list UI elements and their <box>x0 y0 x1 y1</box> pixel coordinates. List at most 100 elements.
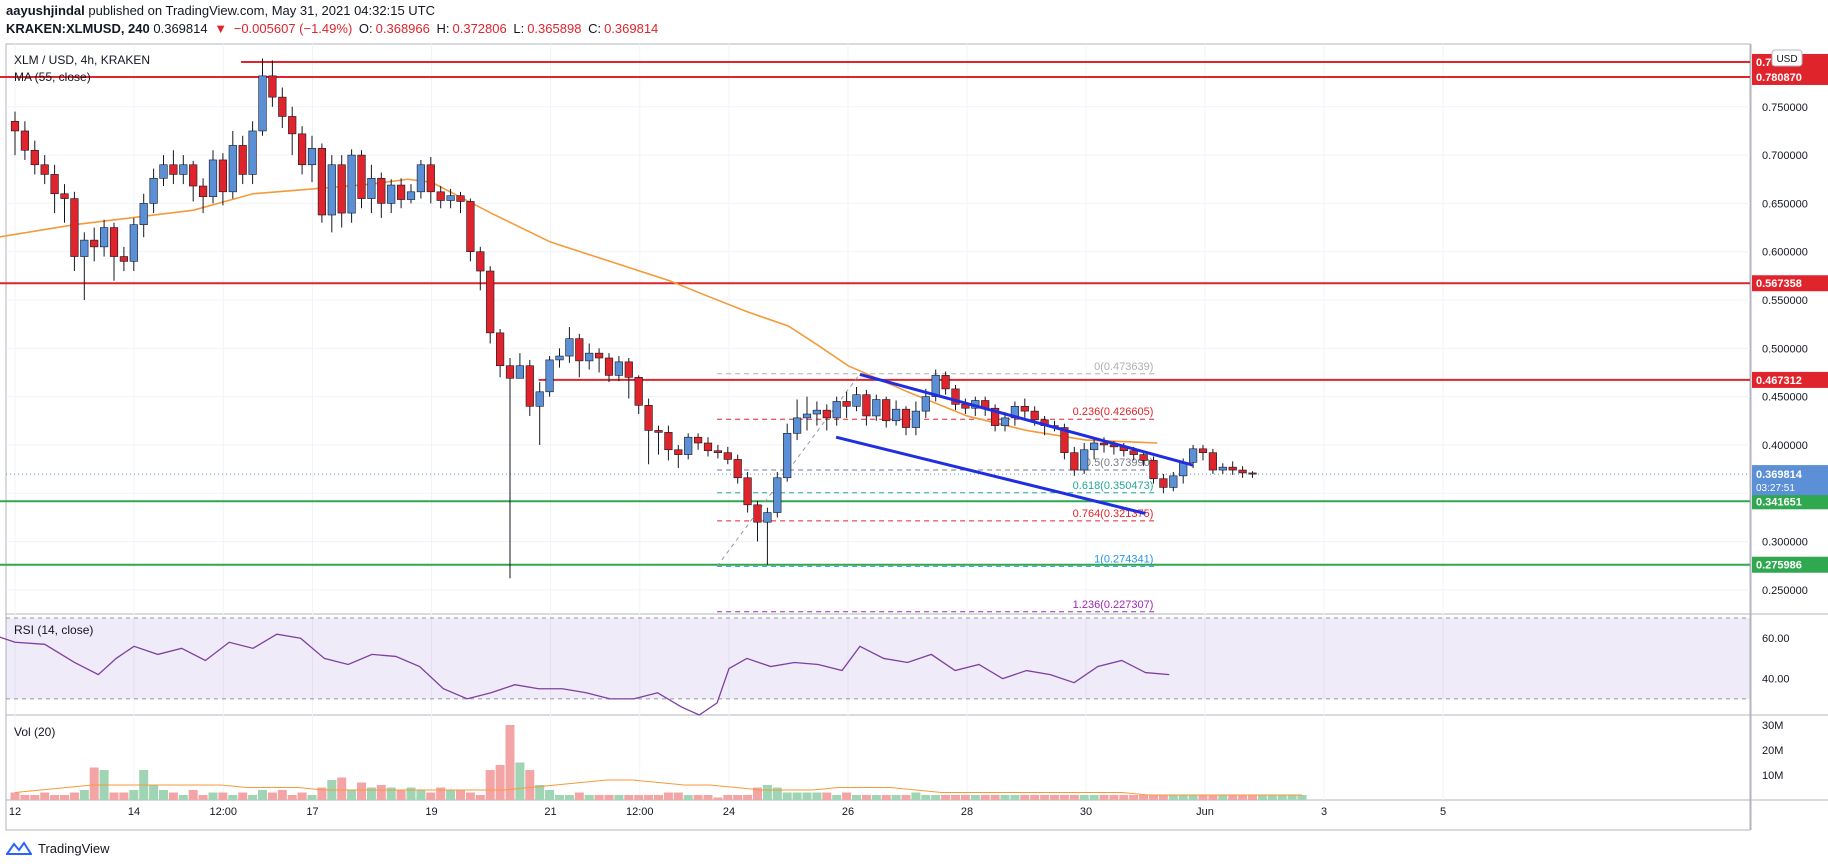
volume-bar <box>1069 795 1079 800</box>
volume-bar <box>614 795 624 800</box>
rsi-legend: RSI (14, close) <box>14 623 93 637</box>
candle-body <box>713 450 722 453</box>
candle-body <box>693 436 703 444</box>
candle-body <box>30 149 39 166</box>
volume-bar <box>1040 795 1050 800</box>
candle-body <box>297 133 307 166</box>
fib-level-label: 0(0.473639) <box>1094 361 1153 373</box>
volume-tick-label: 20M <box>1762 745 1783 757</box>
rsi-tick-label: 40.00 <box>1762 674 1790 686</box>
candle-body <box>1218 466 1227 471</box>
volume-bar <box>901 795 911 800</box>
volume-bar <box>970 795 980 800</box>
candle-body <box>901 408 911 428</box>
candle-body <box>377 177 386 204</box>
candle-body <box>1228 466 1237 471</box>
volume-bar <box>792 792 802 800</box>
volume-bar <box>990 795 1000 800</box>
level-label-bg <box>1752 371 1828 388</box>
volume-bar <box>376 785 386 800</box>
volume-bar <box>822 792 832 800</box>
candle-body <box>139 203 148 225</box>
level-label: 0.780870 <box>1756 72 1802 84</box>
candle-body <box>90 239 99 248</box>
volume-bar <box>812 792 822 800</box>
fibonacci-retracement[interactable]: 0(0.473639) 0.236(0.426605) 0.5(0.373990) 0… <box>716 361 1158 613</box>
candle-body <box>941 375 950 390</box>
low-label: L: <box>513 21 525 36</box>
volume-bar <box>40 792 50 800</box>
candle-body <box>486 270 495 334</box>
header-line-1: aayushjindal published on TradingView.co… <box>6 2 661 20</box>
volume-bar <box>297 792 307 800</box>
time-axis[interactable]: 12 14 12:00 17 19 21 12:00 24 26 28 30 Jun 3 5 <box>9 806 1446 818</box>
price-axis[interactable]: 0.2500000.3000000.3500000.4000000.450000… <box>1752 53 1828 782</box>
volume-bar <box>366 787 376 800</box>
candle-body <box>802 413 812 419</box>
volume-bar <box>1238 795 1248 800</box>
volume-tick-label: 30M <box>1762 720 1783 732</box>
candle-body <box>733 459 742 479</box>
volume-bar <box>525 770 535 800</box>
time-tick-label: 26 <box>842 806 854 818</box>
author-name[interactable]: aayushjindal <box>6 3 85 18</box>
volume-bar <box>852 795 861 800</box>
volume-bar <box>921 795 931 800</box>
candle-body <box>149 177 158 204</box>
candle-body <box>1080 449 1089 471</box>
candle-body <box>911 410 920 428</box>
volume-bar <box>782 792 792 800</box>
descending-channel[interactable] <box>835 372 1194 515</box>
candle-body <box>505 365 515 379</box>
chart-frame <box>5 43 1828 831</box>
close-value: 0.369814 <box>604 21 659 36</box>
publish-header: aayushjindal published on TradingView.co… <box>6 2 661 38</box>
candle-body <box>763 512 772 523</box>
rsi-tick-label: 60.00 <box>1762 633 1790 645</box>
candle-body <box>1129 450 1138 455</box>
volume-bar <box>1079 795 1089 800</box>
volume-bar <box>485 770 495 800</box>
candle-body <box>634 377 643 406</box>
candle-body <box>852 394 861 407</box>
volume-bar <box>168 792 178 800</box>
price-tick-label: 0.750000 <box>1762 102 1808 114</box>
volume-bar <box>624 795 634 800</box>
volume-bar <box>436 787 446 800</box>
volume-bar <box>574 792 584 800</box>
volume-bar <box>129 790 139 800</box>
footer: TradingView <box>6 840 110 856</box>
candle-body <box>347 154 356 214</box>
candle-body <box>525 365 534 407</box>
volume-bar <box>842 792 852 800</box>
volume-bar <box>911 792 921 800</box>
symbol-label: KRAKEN:XLMUSD, 240 <box>6 21 150 36</box>
volume-ma-line <box>14 779 1302 796</box>
candle-body <box>674 449 683 455</box>
volume-bar <box>89 767 99 800</box>
volume-bar <box>960 795 970 800</box>
volume-bar <box>159 790 168 800</box>
channel-upper-line <box>859 372 1194 467</box>
volume-bar <box>1139 795 1149 800</box>
currency-badge[interactable]: USD <box>1771 49 1803 67</box>
candle-body <box>1060 427 1069 453</box>
volume-bar <box>475 795 485 800</box>
volume-bar <box>753 787 762 800</box>
time-tick-label: 14 <box>128 806 140 818</box>
volume-bar <box>188 790 198 800</box>
candle-body <box>654 430 663 433</box>
volume-bar <box>713 797 723 800</box>
header-line-2: KRAKEN:XLMUSD, 240 0.369814 ▼ −0.005607 … <box>6 20 661 38</box>
brand-label: TradingView <box>38 840 110 856</box>
candle-body <box>228 145 237 193</box>
volume-bar <box>416 790 426 800</box>
candle-body <box>119 256 128 262</box>
volume-bar <box>1059 795 1069 800</box>
volume-bar <box>743 795 753 800</box>
volume-bar <box>446 790 456 800</box>
level-label: 0.341651 <box>1756 496 1802 508</box>
price-tick-label: 0.550000 <box>1762 295 1808 307</box>
close-label: C: <box>588 21 602 36</box>
